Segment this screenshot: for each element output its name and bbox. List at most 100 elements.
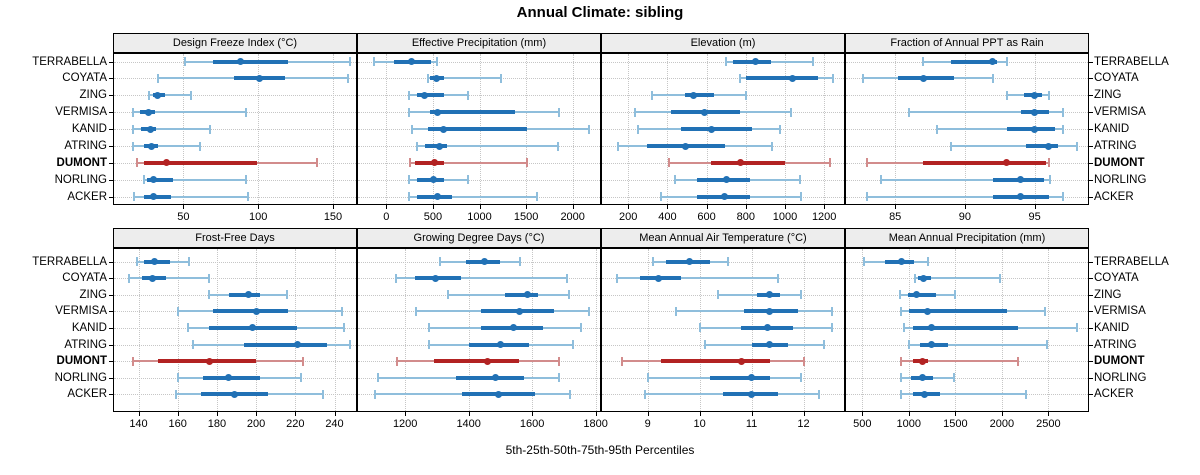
panel-strip: Mean Annual Air Temperature (°C) [601, 228, 845, 248]
grid-hline [846, 95, 1088, 97]
interval-5-95-line [409, 161, 527, 164]
median-dot [752, 58, 760, 65]
whisker-cap-95th [799, 192, 802, 202]
median-dot [509, 324, 517, 332]
axis-tick [532, 412, 534, 416]
whisker-cap-95th [558, 356, 561, 366]
whisker-cap-5th [620, 356, 623, 366]
axis-tick [908, 412, 910, 416]
whisker-cap-5th [428, 323, 430, 333]
row-tick-left [109, 394, 113, 396]
whisker-cap-5th [174, 389, 177, 399]
whisker-cap-95th [558, 107, 561, 117]
axis-tick-label: 50 [177, 211, 190, 223]
site-label-right: DUMONT [1094, 156, 1145, 169]
site-label-left: ATRING [64, 338, 107, 351]
grid-vline [955, 249, 957, 411]
interval-5-95-line [867, 195, 1063, 198]
row-tick-left [109, 112, 113, 114]
site-label-right: ATRING [1094, 140, 1137, 152]
grid-vline [595, 249, 597, 411]
interval-25-75-bar [923, 160, 1046, 165]
grid-vline [177, 249, 179, 411]
axis-tick-label: 1800 [583, 418, 608, 430]
grid-hline [602, 61, 844, 63]
axis-tick [745, 205, 747, 209]
site-label-right: NORLING [1094, 173, 1147, 186]
median-dot [921, 390, 929, 398]
whisker-cap-5th [415, 306, 418, 316]
whisker-cap-95th [811, 57, 814, 66]
median-dot [484, 357, 492, 365]
axis-tick-label: 1600 [519, 418, 545, 430]
row-tick-right [1089, 95, 1093, 97]
whisker-cap-5th [426, 73, 429, 83]
row-tick-left [109, 162, 113, 164]
whisker-cap-95th [1061, 124, 1064, 134]
site-label-right: KANID [1094, 321, 1130, 334]
axis-tick-label: 1200 [392, 418, 418, 430]
grid-vline [628, 54, 630, 204]
grid-vline [216, 249, 218, 411]
median-dot [481, 258, 489, 265]
whisker-cap-95th [580, 323, 583, 333]
whisker-cap-5th [862, 257, 865, 266]
site-label-right: ATRING [1094, 338, 1137, 351]
median-dot [919, 274, 927, 282]
whisker-cap-95th [952, 373, 955, 383]
site-label-right: ACKER [1094, 388, 1134, 401]
axis-tick [572, 205, 574, 209]
site-label-right: DUMONT [1094, 355, 1145, 368]
whisker-cap-95th [347, 73, 349, 83]
interval-5-95-line [937, 128, 1063, 131]
whisker-cap-5th [131, 124, 134, 134]
site-label-right: ZING [1094, 288, 1122, 301]
panel-strip-title: Frost-Free Days [195, 232, 275, 244]
interval-25-75-bar [1006, 127, 1056, 132]
axis-tick [177, 412, 179, 416]
whisker-cap-5th [615, 273, 618, 283]
median-dot [919, 74, 927, 82]
whisker-cap-95th [188, 257, 191, 266]
axis-tick-label: 95 [1028, 211, 1041, 223]
whisker-cap-95th [467, 90, 470, 100]
axis-tick-label: 1000 [467, 211, 492, 223]
median-dot [748, 374, 756, 382]
panel-box [113, 248, 357, 412]
axis-tick [258, 205, 260, 209]
grid-hline [846, 377, 1088, 379]
median-dot [1045, 142, 1053, 150]
axis-tick-label: 140 [129, 418, 148, 430]
median-dot [435, 142, 443, 150]
site-label-right: COYATA [1094, 272, 1139, 285]
whisker-cap-95th [823, 340, 826, 349]
row-tick-left [109, 196, 113, 198]
interval-25-75-bar [213, 309, 288, 314]
axis-tick [216, 412, 218, 416]
median-dot [149, 176, 157, 184]
panel-strip: Effective Precipitation (mm) [357, 33, 601, 53]
whisker-cap-95th [245, 107, 248, 117]
row-tick-right [1089, 146, 1093, 147]
site-label-left: NORLING [54, 371, 107, 384]
interval-25-75-bar [951, 59, 997, 64]
interval-5-95-line [881, 178, 1050, 181]
whisker-cap-5th [186, 323, 189, 333]
site-label-right: ZING [1094, 89, 1122, 102]
interval-25-75-bar [430, 110, 515, 115]
median-dot [433, 108, 441, 116]
grid-hline [114, 129, 356, 131]
median-dot [150, 258, 158, 265]
row-tick-right [1089, 327, 1093, 329]
site-label-left: ATRING [64, 140, 107, 152]
median-dot [432, 74, 440, 82]
row-tick-right [1089, 261, 1093, 263]
grid-vline [258, 54, 260, 204]
panel-strip-title: Effective Precipitation (mm) [411, 37, 547, 49]
site-label-right: TERRABELLA [1094, 55, 1169, 68]
interval-5-95-line [908, 343, 1047, 346]
whisker-cap-5th [377, 373, 380, 383]
median-dot [248, 324, 256, 332]
whisker-cap-5th [373, 57, 376, 66]
